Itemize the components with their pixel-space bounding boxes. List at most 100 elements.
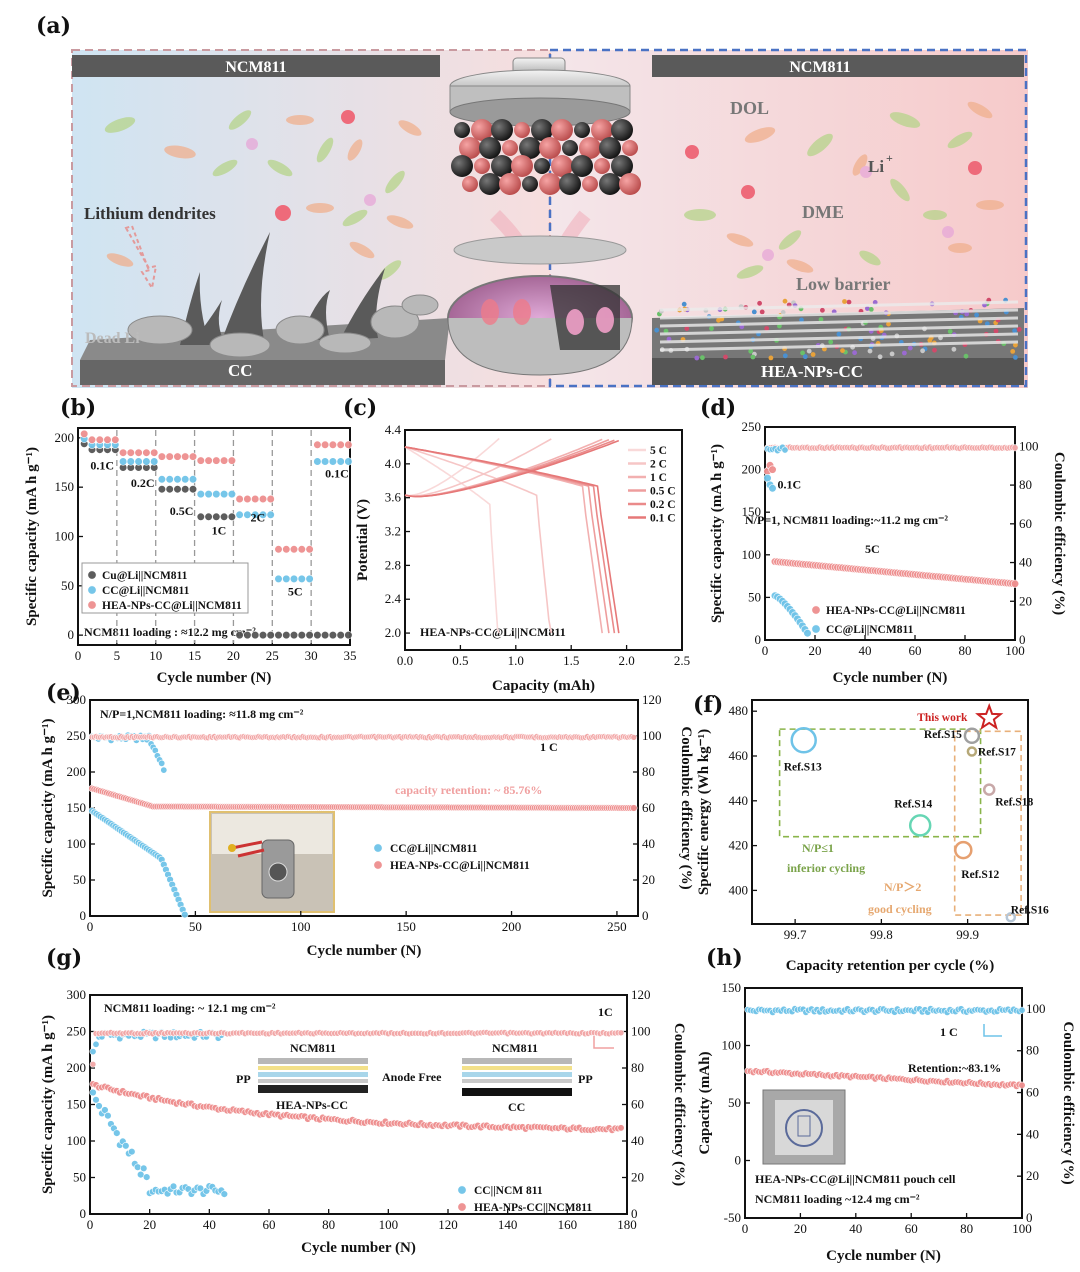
b-point-hea: [321, 440, 330, 449]
h-x-tick-label: 20: [794, 1221, 807, 1236]
d-plot-frame: [764, 426, 1016, 641]
f-point-label: Ref.S17: [978, 747, 1016, 759]
nanoparticle-dot: [818, 317, 824, 322]
nanoparticle-dot: [799, 317, 804, 323]
g-capacity-point-cc: [220, 1190, 229, 1198]
c-x-tick-label: 2.5: [674, 653, 690, 668]
nanoparticle-dot: [654, 327, 660, 333]
g-capacity-point-cc: [122, 1142, 130, 1150]
b-point-cu: [181, 485, 190, 494]
b-point-hea: [289, 545, 299, 554]
c-x-tick-label: 1.0: [508, 653, 524, 668]
nanoparticle-dot: [780, 310, 786, 315]
b-point-hea: [266, 494, 275, 504]
watermark-logo-icon: [12, 1241, 32, 1261]
panel-a-schematic: NCM811 NCM811 Lithium dendrites: [71, 48, 1028, 388]
nanoparticle-dot: [694, 355, 700, 361]
g-inset-right-pp: PP: [578, 1072, 593, 1086]
e-y-tick-label: 50: [73, 872, 86, 887]
f-point-label: This work: [917, 712, 968, 724]
b-point-cu: [305, 630, 314, 640]
nanoparticle-dot: [889, 351, 895, 357]
f-y-tick-label: 460: [729, 748, 749, 763]
c-legend-label: 5 C: [650, 445, 667, 457]
b-point-cc: [282, 574, 291, 584]
b-point-cu: [258, 630, 268, 640]
g-capacity-point-hea: [617, 1124, 625, 1132]
nanoparticle-dot: [877, 354, 883, 360]
b-point-hea: [328, 440, 338, 449]
d-capacity-point-cc: [803, 629, 812, 638]
f-orange-region-sub: good cycling: [868, 902, 932, 916]
b-point-hea: [118, 448, 128, 457]
b-point-cc: [297, 574, 306, 584]
nanofiber-strand: [659, 340, 1019, 352]
nanoparticle-dot: [842, 299, 847, 304]
g-x-tick-label: 100: [379, 1217, 399, 1232]
electrode-particle: [459, 137, 481, 159]
g-capacity-point-cc: [140, 1164, 148, 1173]
electrode-particle: [454, 122, 470, 138]
b-y-tick-label: 150: [55, 479, 75, 494]
g-capacity-point-cc: [89, 1088, 97, 1097]
e-y-tick-label: 250: [67, 728, 87, 743]
g-ce-arrow-icon: [593, 1036, 614, 1049]
e-y-tick-label: 100: [67, 836, 87, 851]
b-point-cc: [305, 574, 314, 584]
b-point-cu: [243, 630, 252, 640]
b-point-hea: [243, 494, 252, 504]
ncm811-left-label: NCM811: [225, 59, 286, 76]
electrode-particle: [491, 155, 513, 177]
b-point-cu: [173, 485, 182, 494]
e-y2-tick-label: 120: [642, 692, 662, 707]
electrode-particle: [462, 176, 478, 192]
g-x-axis-title: Cycle number (N): [301, 1240, 416, 1256]
g-y-tick-label: 100: [67, 1133, 87, 1148]
li-ion-left-1: [341, 110, 355, 124]
b-point-hea: [80, 429, 89, 439]
h-retention-label: Retention:~83.1%: [908, 1061, 1001, 1075]
b-point-hea: [274, 545, 283, 554]
panel-b-annotations: NCM811 loading : ≈12.2 mg cm⁻²: [84, 625, 256, 639]
b-point-cc: [157, 475, 166, 484]
nanoparticle-dot: [828, 339, 834, 345]
d-y2-tick-label: 20: [1019, 593, 1032, 608]
e-y2-tick-label: 80: [642, 764, 655, 779]
b-point-hea: [196, 456, 205, 465]
panel-g-annotations: NCM811 loading: ~ 12.1 mg cm⁻² 1C NCM811…: [104, 1001, 614, 1114]
h-x-tick-label: 100: [1012, 1221, 1032, 1236]
e-retention-label: capacity retention: ~ 85.76%: [395, 783, 542, 797]
e-x-axis-title: Cycle number (N): [307, 943, 422, 959]
electrode-particle: [551, 155, 573, 177]
nanoparticle-dot: [951, 346, 957, 352]
electrode-particle: [491, 119, 513, 141]
nanoparticle-dot: [993, 328, 999, 334]
b-point-hea: [235, 494, 244, 504]
hea-cc-substrate: [652, 358, 1024, 385]
g-capacity-point-cc: [128, 1147, 136, 1156]
d-x-tick-label: 0: [762, 643, 769, 658]
b-y-tick-label: 0: [68, 627, 75, 642]
b-point-cc: [150, 457, 159, 466]
g-ce-point-hea: [617, 1029, 625, 1037]
nanoparticle-dot: [902, 350, 907, 356]
f-ref-marker: [908, 814, 932, 837]
b-x-tick-label: 5: [114, 648, 121, 663]
f-y-axis-title: Specific energy (Wh kg⁻¹): [696, 729, 712, 895]
b-point-hea: [87, 435, 97, 444]
dol-label: DOL: [730, 98, 769, 118]
cc-substrate: [80, 360, 445, 385]
b-point-cc: [289, 574, 299, 584]
g-inset-left-pp: PP: [236, 1072, 251, 1086]
d-loading-annotation: N/P=1, NCM811 loading:~11.2 mg cm⁻²: [745, 513, 948, 527]
b-point-cu: [165, 485, 174, 494]
g-capacity-point-cc: [95, 1102, 103, 1110]
hea-nanofibers: [654, 297, 1022, 361]
g-x-tick-label: 80: [322, 1217, 335, 1232]
g-y-tick-label: 50: [73, 1170, 86, 1185]
nanoparticle-dot: [723, 354, 728, 360]
nanoparticle-dot: [709, 326, 714, 331]
nanoparticle-dot: [865, 306, 870, 311]
nanoparticle-dot: [663, 328, 669, 334]
